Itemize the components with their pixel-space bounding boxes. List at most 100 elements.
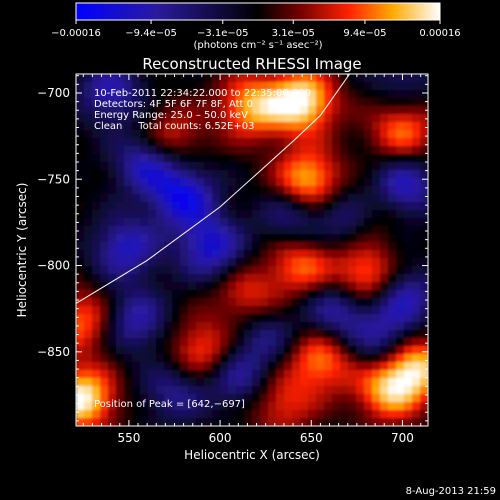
heatmap-cell: [220, 394, 229, 403]
heatmap-cell: [148, 266, 157, 275]
heatmap-cell: [332, 146, 341, 155]
heatmap-cell: [180, 194, 189, 203]
heatmap-cell: [396, 410, 405, 419]
heatmap-cell: [212, 170, 221, 179]
heatmap-cell: [172, 242, 181, 251]
heatmap-cell: [404, 250, 413, 259]
heatmap-cell: [124, 194, 133, 203]
heatmap-cell: [220, 402, 229, 411]
heatmap-cell: [372, 82, 381, 91]
heatmap-cell: [364, 242, 373, 251]
heatmap-cell: [188, 170, 197, 179]
heatmap-cell: [228, 234, 237, 243]
heatmap-cell: [236, 106, 245, 115]
heatmap-cell: [348, 250, 357, 259]
heatmap-cell: [76, 370, 85, 379]
heatmap-cell: [348, 226, 357, 235]
heatmap-cell: [292, 250, 301, 259]
heatmap-cell: [276, 154, 285, 163]
heatmap-cell: [180, 170, 189, 179]
heatmap-cell: [92, 418, 101, 426]
heatmap-cell: [316, 202, 325, 211]
heatmap-cell: [188, 394, 197, 403]
heatmap-cell: [140, 138, 149, 147]
heatmap-cell: [364, 178, 373, 187]
heatmap-cell: [220, 186, 229, 195]
heatmap-cell: [148, 90, 157, 99]
heatmap-cell: [308, 242, 317, 251]
heatmap-cell: [348, 274, 357, 283]
heatmap-cell: [244, 98, 253, 107]
heatmap-cell: [84, 362, 93, 371]
heatmap-cell: [204, 194, 213, 203]
heatmap-cell: [268, 346, 277, 355]
heatmap-cell: [372, 338, 381, 347]
heatmap-cell: [292, 98, 301, 107]
heatmap-cell: [76, 162, 85, 171]
heatmap-cell: [84, 122, 93, 131]
heatmap-cell: [228, 194, 237, 203]
heatmap-cell: [220, 386, 229, 395]
heatmap-cell: [372, 122, 381, 131]
heatmap-cell: [404, 418, 413, 426]
heatmap-cell: [140, 266, 149, 275]
heatmap-cell: [228, 290, 237, 299]
heatmap-cell: [380, 146, 389, 155]
heatmap-cell: [172, 226, 181, 235]
heatmap-cell: [92, 274, 101, 283]
heatmap-cell: [156, 226, 165, 235]
heatmap-cell: [252, 306, 261, 315]
heatmap-cell: [372, 378, 381, 387]
heatmap-cell: [284, 266, 293, 275]
heatmap-cell: [252, 234, 261, 243]
annotation-time-range: 10-Feb-2011 22:34:22.000 to 22:35:00.000: [94, 88, 311, 99]
heatmap-cell: [372, 418, 381, 426]
heatmap-cell: [380, 90, 389, 99]
heatmap-cell: [380, 386, 389, 395]
heatmap-cell: [348, 234, 357, 243]
heatmap-cell: [188, 106, 197, 115]
heatmap-cell: [300, 258, 309, 267]
heatmap-cell: [156, 234, 165, 243]
heatmap-cell: [356, 186, 365, 195]
heatmap-cell: [196, 250, 205, 259]
heatmap-cell: [124, 90, 133, 99]
heatmap-cell: [244, 234, 253, 243]
heatmap-cell: [420, 194, 428, 203]
heatmap-cell: [300, 122, 309, 131]
heatmap-cell: [340, 290, 349, 299]
heatmap-cell: [204, 386, 213, 395]
heatmap-cell: [100, 178, 109, 187]
heatmap-cell: [188, 378, 197, 387]
heatmap-cell: [204, 322, 213, 331]
heatmap-cell: [204, 114, 213, 123]
heatmap-cell: [76, 250, 85, 259]
heatmap-cell: [396, 154, 405, 163]
heatmap-cell: [412, 170, 421, 179]
heatmap-cell: [364, 130, 373, 139]
heatmap-cell: [92, 234, 101, 243]
heatmap-cell: [180, 402, 189, 411]
heatmap-cell: [228, 282, 237, 291]
heatmap-cell: [284, 186, 293, 195]
heatmap-cell: [308, 378, 317, 387]
heatmap-cell: [340, 130, 349, 139]
heatmap-cell: [116, 402, 125, 411]
heatmap-cell: [316, 306, 325, 315]
heatmap-cell: [356, 346, 365, 355]
heatmap-cell: [268, 250, 277, 259]
heatmap-cell: [260, 266, 269, 275]
heatmap-cell: [332, 402, 341, 411]
heatmap-cell: [84, 162, 93, 171]
heatmap-cell: [284, 250, 293, 259]
heatmap-cell: [308, 202, 317, 211]
heatmap-cell: [292, 386, 301, 395]
heatmap-cell: [388, 146, 397, 155]
heatmap-cell: [412, 234, 421, 243]
heatmap-cell: [276, 170, 285, 179]
heatmap-cell: [404, 242, 413, 251]
heatmap-cell: [84, 378, 93, 387]
heatmap-cell: [228, 386, 237, 395]
heatmap-cell: [228, 202, 237, 211]
heatmap-cell: [164, 106, 173, 115]
